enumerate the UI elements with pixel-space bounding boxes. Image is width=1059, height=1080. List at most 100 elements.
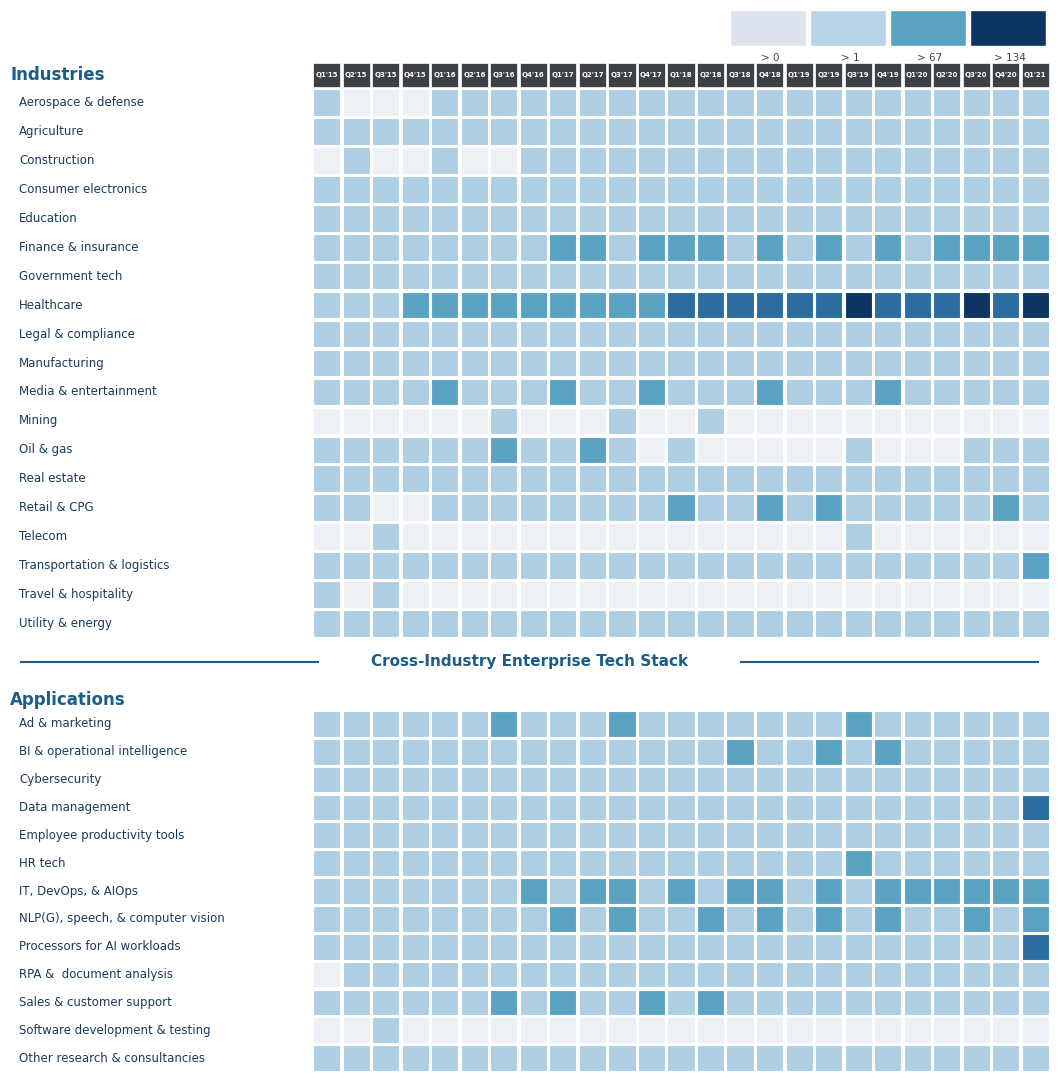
Bar xyxy=(490,795,518,821)
Bar xyxy=(461,739,488,765)
Bar xyxy=(550,465,576,492)
Bar xyxy=(844,711,872,737)
Bar xyxy=(579,823,606,848)
Bar xyxy=(608,711,635,737)
Bar xyxy=(756,118,784,145)
Bar xyxy=(903,552,931,579)
Bar xyxy=(550,234,576,260)
Bar xyxy=(726,524,754,550)
Bar xyxy=(844,1017,872,1043)
Bar xyxy=(726,147,754,174)
Bar xyxy=(667,350,695,376)
Bar xyxy=(343,292,370,319)
Bar xyxy=(461,906,488,932)
Bar xyxy=(815,989,842,1015)
Bar xyxy=(520,989,548,1015)
Bar xyxy=(933,350,961,376)
Bar xyxy=(933,739,961,765)
Bar xyxy=(579,234,606,260)
Bar xyxy=(992,465,1020,492)
Bar xyxy=(608,465,635,492)
Bar xyxy=(431,262,459,289)
Bar xyxy=(372,1045,399,1071)
Bar xyxy=(697,234,724,260)
Bar xyxy=(697,118,724,145)
Bar xyxy=(756,292,784,319)
Bar xyxy=(933,795,961,821)
Bar xyxy=(608,1045,635,1071)
Bar xyxy=(844,495,872,521)
Bar xyxy=(992,63,1020,87)
Bar xyxy=(697,552,724,579)
Bar xyxy=(520,524,548,550)
Bar xyxy=(697,350,724,376)
Bar xyxy=(874,350,901,376)
Bar xyxy=(963,552,990,579)
Text: Agriculture: Agriculture xyxy=(19,125,85,138)
Bar xyxy=(903,739,931,765)
Text: Media & entertainment: Media & entertainment xyxy=(19,386,157,399)
Text: Data management: Data management xyxy=(19,801,130,814)
Bar xyxy=(756,90,784,116)
Bar xyxy=(343,934,370,959)
Bar xyxy=(372,711,399,737)
Bar xyxy=(992,767,1020,793)
Bar xyxy=(313,610,340,637)
Bar xyxy=(608,262,635,289)
Bar xyxy=(963,767,990,793)
Bar xyxy=(401,90,429,116)
Bar xyxy=(844,234,872,260)
Bar xyxy=(579,436,606,463)
Bar xyxy=(431,495,459,521)
Bar xyxy=(933,934,961,959)
Bar xyxy=(903,906,931,932)
Bar xyxy=(638,989,665,1015)
Bar xyxy=(786,436,812,463)
Bar xyxy=(401,795,429,821)
Bar xyxy=(490,1017,518,1043)
Bar xyxy=(844,823,872,848)
Bar xyxy=(933,379,961,405)
Bar xyxy=(697,90,724,116)
Bar xyxy=(756,795,784,821)
Bar xyxy=(550,934,576,959)
Bar xyxy=(490,379,518,405)
Bar xyxy=(903,767,931,793)
Bar xyxy=(844,739,872,765)
Bar xyxy=(963,823,990,848)
Bar xyxy=(786,552,812,579)
Bar xyxy=(520,823,548,848)
Bar xyxy=(992,495,1020,521)
Bar xyxy=(697,205,724,231)
Bar xyxy=(1022,379,1048,405)
Bar xyxy=(372,552,399,579)
Bar xyxy=(638,176,665,203)
Bar xyxy=(844,961,872,987)
Bar xyxy=(431,407,459,434)
Bar xyxy=(667,878,695,904)
Bar xyxy=(815,465,842,492)
Bar xyxy=(431,1045,459,1071)
Bar xyxy=(431,379,459,405)
Bar xyxy=(520,350,548,376)
Bar xyxy=(844,1045,872,1071)
Bar xyxy=(844,465,872,492)
Bar xyxy=(726,234,754,260)
Bar xyxy=(844,118,872,145)
Text: Utility & energy: Utility & energy xyxy=(19,617,112,630)
Bar xyxy=(844,581,872,608)
Bar xyxy=(461,90,488,116)
Bar xyxy=(786,90,812,116)
Text: Finance & insurance: Finance & insurance xyxy=(19,241,139,254)
Bar xyxy=(372,524,399,550)
Bar xyxy=(343,118,370,145)
Bar xyxy=(815,934,842,959)
Bar xyxy=(697,581,724,608)
Bar xyxy=(520,850,548,876)
Bar xyxy=(579,495,606,521)
Bar xyxy=(401,63,429,87)
Bar xyxy=(461,878,488,904)
Bar xyxy=(608,850,635,876)
Bar xyxy=(550,147,576,174)
Bar xyxy=(1022,989,1048,1015)
